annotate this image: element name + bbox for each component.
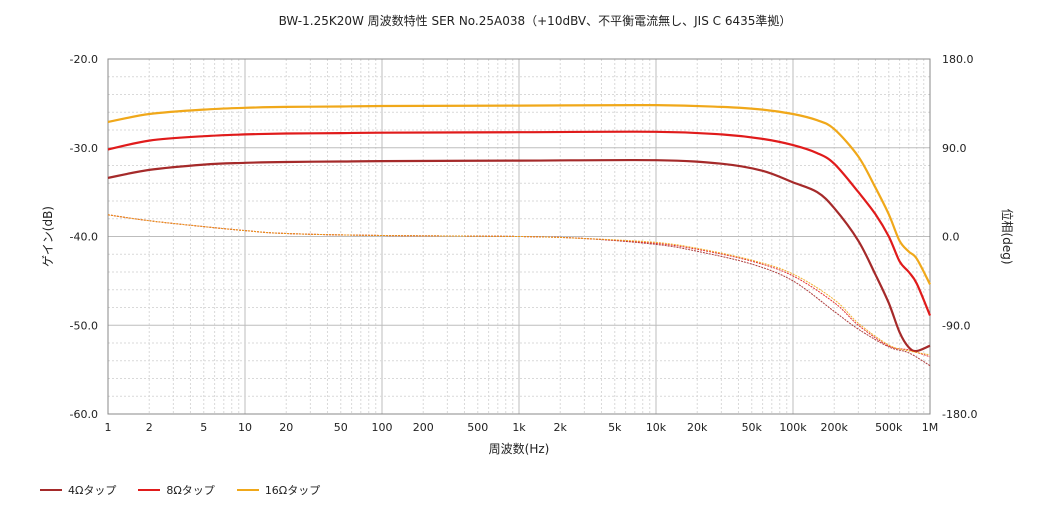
x-tick-label: 500 (467, 421, 488, 434)
y-tick-label: -40.0 (70, 231, 98, 244)
y-axis-label: ゲイン(dB) (41, 206, 55, 267)
y2-axis-label: 位相(deg) (1000, 209, 1015, 265)
legend-label-16ohm: 16Ωタップ (264, 484, 321, 497)
x-tick-label: 5k (608, 421, 622, 434)
x-tick-label: 1 (105, 421, 112, 434)
legend-item-4ohm: 4Ωタップ (40, 482, 116, 498)
x-axis-label: 周波数(Hz) (489, 441, 550, 456)
series-line-5 (107, 214, 931, 356)
x-tick-label: 100 (372, 421, 393, 434)
x-tick-label: 50 (334, 421, 348, 434)
series-line-2 (107, 103, 931, 285)
y2-tick-label: 180.0 (942, 53, 974, 66)
x-tick-label: 50k (742, 421, 763, 434)
legend-label-4ohm: 4Ωタップ (68, 484, 117, 497)
y2-tick-label: -90.0 (942, 319, 970, 332)
y-tick-label: -30.0 (70, 142, 98, 155)
x-tick-label: 2 (146, 421, 153, 434)
x-tick-label: 200 (413, 421, 434, 434)
x-tick-label: 1k (512, 421, 526, 434)
legend-swatch-4ohm (40, 489, 62, 491)
legend-item-8ohm: 8Ωタップ (138, 482, 215, 498)
legend: 4Ωタップ 8Ωタップ 16Ωタップ (40, 482, 320, 498)
x-tick-label: 500k (875, 421, 903, 434)
x-tick-label: 1M (922, 421, 939, 434)
legend-swatch-8ohm (138, 489, 161, 491)
series-line-1 (107, 130, 932, 316)
y-tick-label: -60.0 (70, 408, 98, 421)
x-tick-label: 5 (200, 421, 207, 434)
x-tick-label: 20k (687, 421, 708, 434)
y-tick-label: -20.0 (70, 53, 98, 66)
x-tick-label: 2k (554, 421, 568, 434)
chart-title: BW-1.25K20W 周波数特性 SER No.25A038（+10dBV、不… (279, 13, 792, 28)
legend-label-8ohm: 8Ωタップ (166, 484, 215, 497)
y-tick-label: -50.0 (70, 319, 98, 332)
y2-tick-label: 90.0 (942, 142, 967, 155)
legend-swatch-16ohm (236, 489, 259, 491)
x-tick-label: 10k (646, 421, 667, 434)
plot-frame (107, 58, 931, 415)
y2-tick-label: -180.0 (942, 408, 977, 421)
legend-item-16ohm: 16Ωタップ (236, 482, 321, 498)
x-tick-label: 100k (779, 421, 807, 434)
series-line-0 (107, 158, 931, 353)
x-tick-label: 20 (279, 421, 293, 434)
y2-tick-label: 0.0 (942, 231, 960, 244)
x-tick-label: 10 (238, 421, 252, 434)
x-tick-label: 200k (821, 421, 849, 434)
